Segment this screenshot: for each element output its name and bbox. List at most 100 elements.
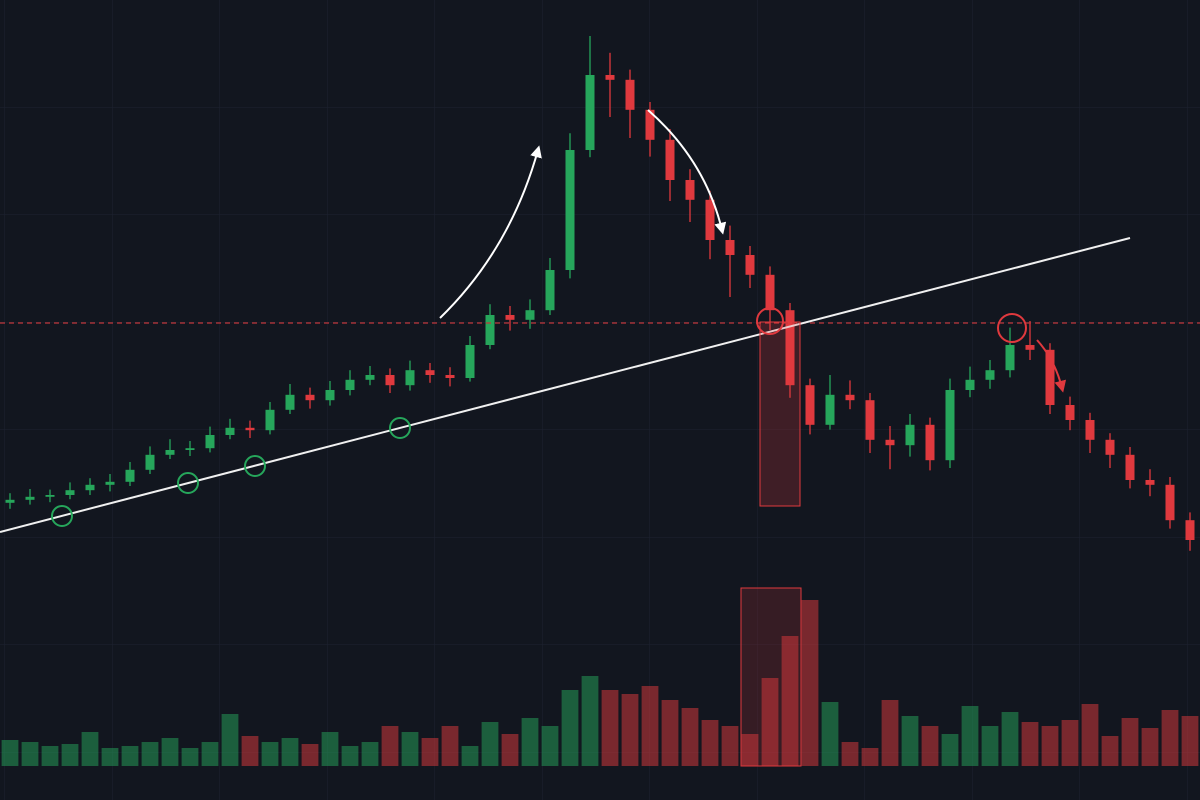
candle-body — [705, 199, 715, 240]
candle-body — [1025, 345, 1035, 350]
candle-body — [425, 370, 435, 375]
candle-body — [885, 439, 895, 446]
volume-bar — [341, 746, 359, 766]
candle-body — [245, 427, 255, 431]
volume-bar — [1, 740, 19, 766]
touch-circle — [177, 472, 199, 494]
volume-bar — [161, 738, 179, 766]
candle-body — [1145, 480, 1155, 485]
volume-bar — [681, 708, 699, 766]
volume-bar — [1061, 720, 1079, 766]
volume-bar — [861, 748, 879, 766]
volume-bar — [1081, 704, 1099, 766]
volume-pane — [1, 600, 1199, 766]
volume-bar — [201, 742, 219, 766]
volume-bar — [221, 714, 239, 766]
volume-bar — [61, 744, 79, 766]
candle-body — [305, 394, 315, 401]
candle-body — [1125, 454, 1135, 480]
candle-body — [645, 109, 655, 140]
candle-body — [165, 450, 175, 455]
candle-body — [365, 375, 375, 380]
volume-bar — [901, 716, 919, 766]
touch-circle — [244, 455, 266, 477]
volume-bar — [1141, 728, 1159, 766]
volume-highlight — [740, 587, 802, 767]
candle-body — [125, 469, 135, 482]
volume-bar — [741, 734, 759, 766]
volume-bar — [581, 676, 599, 766]
candle-body — [545, 270, 555, 311]
candle-body — [145, 454, 155, 470]
volume-bar — [121, 746, 139, 766]
candle-body — [805, 385, 815, 425]
candle-body — [525, 310, 535, 320]
volume-bar — [961, 706, 979, 766]
candle-body — [105, 481, 115, 485]
candle-body — [765, 274, 775, 311]
volume-bar — [141, 742, 159, 766]
candle-body — [1165, 484, 1175, 521]
candle-body — [985, 370, 995, 380]
candle-body — [925, 424, 935, 461]
candle-body — [665, 139, 675, 180]
candle-body — [405, 370, 415, 386]
volume-bar — [421, 738, 439, 766]
candle-body — [845, 394, 855, 401]
candle-body — [505, 315, 515, 320]
candle-body — [605, 75, 615, 80]
volume-bar — [381, 726, 399, 766]
candle-body — [1065, 405, 1075, 420]
candle-body — [565, 150, 575, 270]
candle-body — [285, 394, 295, 410]
volume-bar — [1101, 736, 1119, 766]
volume-bar — [481, 722, 499, 766]
volume-bar — [841, 742, 859, 766]
candle-body — [825, 394, 835, 425]
volume-bar — [1121, 718, 1139, 766]
trend-line — [0, 237, 1131, 533]
rally-arrow — [439, 145, 542, 319]
breakdown-highlight — [759, 321, 801, 507]
volume-bar — [181, 748, 199, 766]
volume-bar — [81, 732, 99, 766]
volume-bar — [1041, 726, 1059, 766]
candle-body — [725, 240, 735, 255]
volume-bar — [1161, 710, 1179, 766]
volume-bar — [1021, 722, 1039, 766]
volume-bar — [241, 736, 259, 766]
volume-bar — [261, 742, 279, 766]
candle-body — [465, 345, 475, 378]
candle-body — [585, 75, 595, 150]
volume-bar — [361, 742, 379, 766]
candle-body — [785, 310, 795, 386]
volume-bar — [561, 690, 579, 766]
volume-bar — [981, 726, 999, 766]
rejection-arrow — [1036, 339, 1067, 393]
candle-body — [385, 375, 395, 386]
volume-bar — [521, 718, 539, 766]
candle-body — [5, 499, 15, 503]
touch-circle — [51, 505, 73, 527]
candle-body — [445, 375, 455, 378]
volume-bar — [21, 742, 39, 766]
volume-bar — [821, 702, 839, 766]
candle-body — [45, 495, 55, 497]
volume-bar — [761, 678, 779, 766]
candle-body — [1045, 349, 1055, 405]
volume-bar — [661, 700, 679, 766]
annotations — [0, 109, 1200, 767]
candle-body — [325, 390, 335, 401]
volume-bar — [721, 726, 739, 766]
volume-bar — [781, 636, 799, 766]
candle-body — [1005, 345, 1015, 371]
volume-bar — [1001, 712, 1019, 766]
candle-body — [185, 448, 195, 450]
volume-bar — [301, 744, 319, 766]
candle-body — [625, 79, 635, 110]
volume-bar — [41, 746, 59, 766]
volume-bar — [801, 600, 819, 766]
volume-bar — [441, 726, 459, 766]
